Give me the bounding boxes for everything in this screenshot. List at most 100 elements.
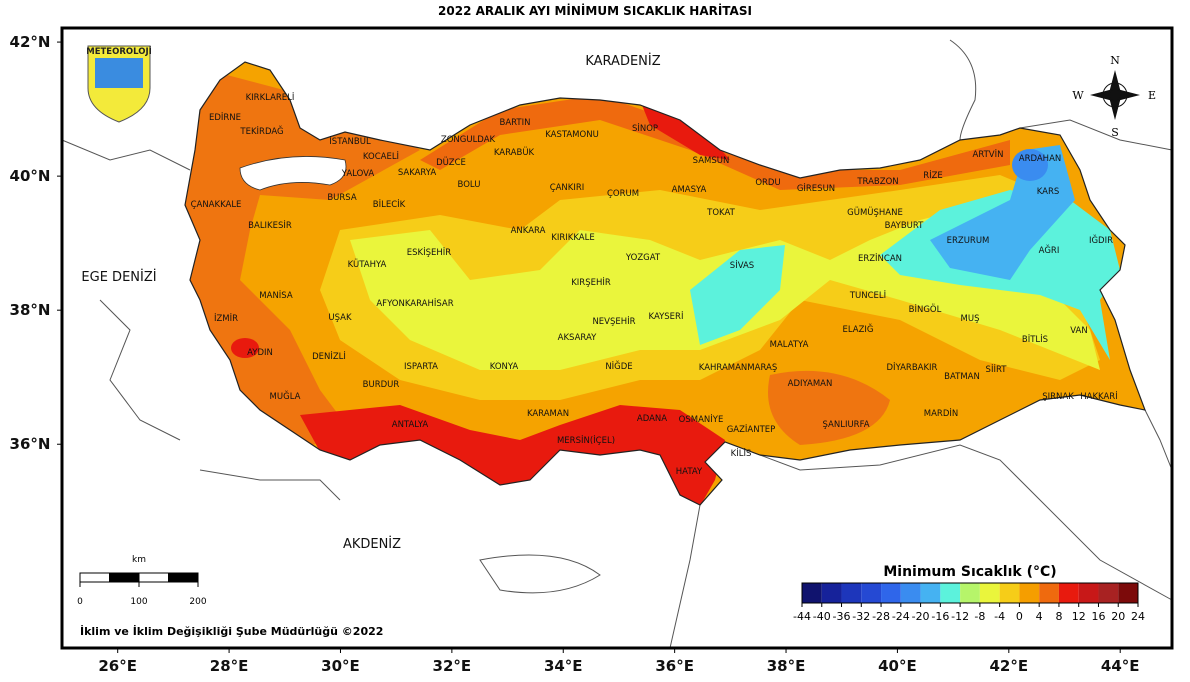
colorbar-label: -44: [793, 610, 811, 623]
province-label: GÜMÜŞHANE: [847, 207, 903, 218]
compass-ring: [1102, 82, 1128, 108]
border-line: [759, 444, 1173, 601]
marmara-sea: [239, 156, 347, 191]
colorbar-bin: [960, 583, 980, 603]
province-label: KARABÜK: [494, 147, 535, 158]
province-label: MALATYA: [770, 340, 809, 350]
lon-label: 30°E: [321, 657, 360, 675]
neighbour-borders: [61, 39, 1173, 649]
province-label: DÜZCE: [436, 157, 466, 168]
coast-line: [199, 469, 341, 501]
province-label: NİĞDE: [605, 360, 632, 372]
compass-e: E: [1148, 89, 1156, 102]
province-label: ÇANKIRI: [550, 183, 585, 193]
province-label: BİLECİK: [373, 199, 406, 210]
province-label: ERZİNCAN: [858, 253, 902, 264]
province-label: YOZGAT: [625, 253, 661, 263]
province-label: KOCAELİ: [363, 151, 399, 162]
province-label: OSMANİYE: [679, 414, 724, 425]
colorbar-label: -36: [833, 610, 851, 623]
lat-label: 38°N: [10, 301, 51, 319]
colorbar-bin: [1039, 583, 1059, 603]
province-label: UŞAK: [328, 313, 352, 323]
province-label: BİTLİS: [1022, 334, 1048, 345]
compass-w: W: [1072, 89, 1084, 102]
colorbar-label: -16: [931, 610, 949, 623]
sea-label: EGE DENİZİ: [81, 269, 156, 285]
colorbar-label: -40: [813, 610, 831, 623]
province-label: VAN: [1070, 326, 1087, 336]
province-label: KAYSERİ: [649, 311, 684, 322]
province-label: ESKİŞEHİR: [407, 247, 452, 258]
province-label: KİLİS: [731, 448, 752, 459]
province-label: BİNGÖL: [909, 304, 942, 315]
zone-8-12: [640, 100, 730, 160]
lon-label: 34°E: [544, 657, 583, 675]
province-label: KASTAMONU: [545, 130, 599, 140]
province-label: SAKARYA: [398, 168, 437, 178]
colorbar-label: 16: [1091, 610, 1105, 623]
scale-segment: [79, 572, 110, 583]
province-label: ÇORUM: [607, 189, 639, 199]
colorbar-label: -20: [912, 610, 930, 623]
province-label: ARDAHAN: [1019, 154, 1062, 164]
province-label: KIRKLARELİ: [246, 92, 295, 103]
colorbar-label: 0: [1016, 610, 1023, 623]
province-label: BURSA: [327, 193, 357, 203]
province-label: BATMAN: [944, 372, 980, 382]
province-label: BURDUR: [363, 380, 400, 390]
lon-label: 42°E: [990, 657, 1029, 675]
province-label: BAYBURT: [885, 221, 925, 231]
colorbar-bin: [999, 583, 1020, 603]
colorbar-label: -28: [872, 610, 890, 623]
province-label: ELAZIĞ: [842, 323, 873, 335]
province-label: ŞANLIURFA: [822, 420, 869, 430]
province-label: EDİRNE: [209, 112, 241, 123]
province-label: ARTVİN: [973, 149, 1004, 160]
province-label: KIRŞEHİR: [571, 277, 611, 288]
scale-segment: [168, 572, 199, 583]
sea-label: AKDENİZ: [343, 536, 401, 552]
colorbar-bin: [841, 583, 862, 603]
colorbar-bin: [802, 583, 822, 603]
colorbar-bin: [881, 583, 901, 603]
logo-text: METEOROLOJİ: [86, 46, 152, 57]
province-label: HATAY: [676, 467, 703, 477]
province-label: İZMİR: [214, 313, 238, 324]
scale-label: 200: [189, 597, 206, 607]
sea-label: KARADENİZ: [585, 53, 660, 69]
map-frame: [60, 26, 1174, 650]
colorbar-frame: [801, 582, 1139, 604]
lon-label: 28°E: [210, 657, 249, 675]
colorbar-bin: [861, 583, 882, 603]
zone-8-12: [231, 338, 259, 358]
scale-segment: [109, 572, 140, 583]
province-label: BARTIN: [500, 118, 531, 128]
province-label: İSTANBUL: [329, 136, 371, 147]
colorbar-label: 8: [1055, 610, 1062, 623]
lon-label: 38°E: [767, 657, 806, 675]
compass: N W E S: [1072, 54, 1156, 139]
colorbar-label: -32: [852, 610, 870, 623]
province-label: MUŞ: [961, 314, 980, 324]
lat-label: 42°N: [10, 33, 51, 51]
province-label: ZONGULDAK: [441, 135, 496, 145]
colorbar-bin: [1078, 583, 1099, 603]
coast-line: [99, 299, 181, 441]
lon-label: 40°E: [878, 657, 917, 675]
colorbar-label: -8: [974, 610, 985, 623]
province-label: KIRIKKALE: [551, 233, 594, 243]
province-label: AYDIN: [247, 348, 273, 358]
province-label: SİİRT: [986, 364, 1008, 375]
province-label: MUĞLA: [270, 390, 301, 402]
colorbar-label: -12: [951, 610, 969, 623]
province-label: KARAMAN: [527, 409, 569, 419]
province-label: AĞRI: [1039, 244, 1060, 256]
province-label: ÇANAKKALE: [191, 200, 242, 210]
province-label: DENİZLİ: [312, 351, 346, 362]
compass-n: N: [1110, 54, 1120, 67]
province-label: DİYARBAKIR: [887, 362, 938, 373]
colorbar-label: -24: [892, 610, 910, 623]
province-label: KÜTAHYA: [348, 259, 387, 270]
